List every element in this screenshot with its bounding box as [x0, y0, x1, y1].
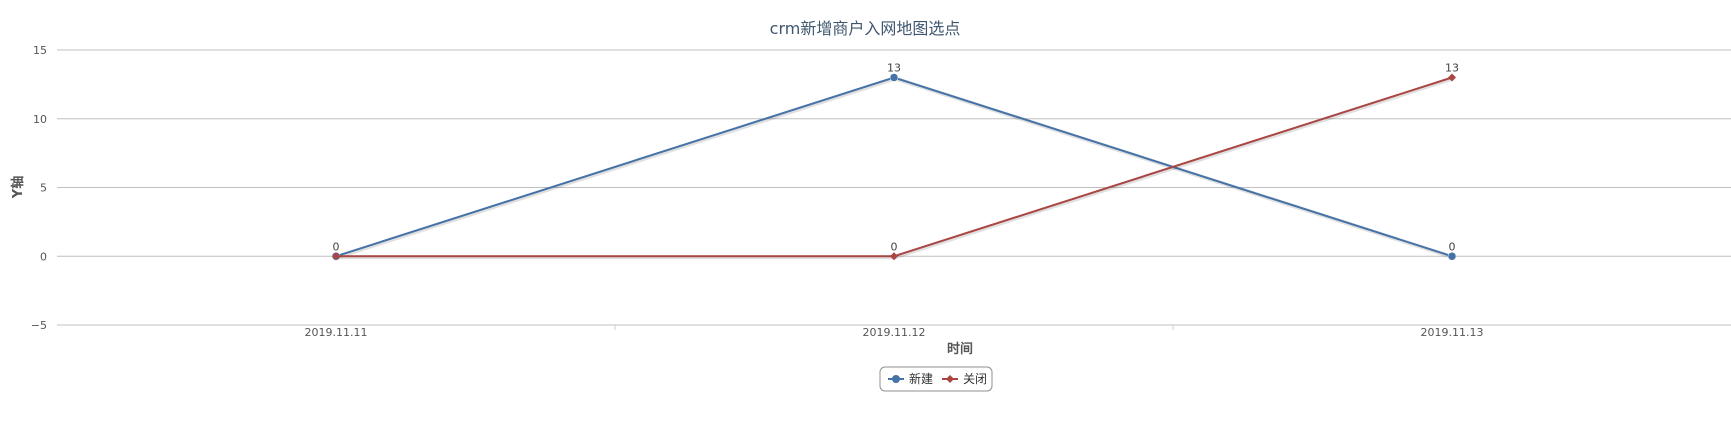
chart-title: crm新增商户入网地图选点 [770, 19, 961, 38]
legend-box [879, 366, 993, 392]
data-point [1447, 252, 1457, 261]
data-label: 0 [891, 240, 898, 253]
series-line-shadow [337, 76, 1454, 260]
data-point [332, 252, 340, 261]
legend-marker [892, 375, 900, 383]
series-line [336, 76, 1453, 258]
x-axis-title: 时间 [947, 341, 973, 357]
y-tick-label: −5 [31, 319, 47, 332]
data-label: 13 [887, 62, 901, 75]
x-tick-label: 2019.11.11 [305, 326, 368, 339]
y-tick-label: 5 [40, 182, 47, 195]
grid-lines [57, 49, 1731, 326]
data-label: 13 [1445, 62, 1459, 75]
y-tick-label: 15 [33, 44, 47, 57]
series-line-shadow [336, 76, 1454, 260]
series-group: 0 13 0 0 13 [331, 62, 1459, 261]
y-tick-label: 10 [33, 113, 47, 126]
data-point [889, 73, 899, 82]
data-label: 0 [1449, 240, 1456, 253]
x-tick-label: 2019.11.12 [863, 326, 926, 339]
legend-item[interactable]: 关闭 [942, 372, 987, 386]
legend-marker [946, 375, 954, 383]
data-point [1448, 73, 1456, 82]
legend-label: 关闭 [963, 372, 987, 386]
data-point [890, 252, 898, 261]
legend[interactable]: 新建 关闭 [879, 366, 993, 392]
legend-item[interactable]: 新建 [888, 371, 933, 386]
y-tick-label: 0 [40, 250, 47, 263]
data-label: 0 [333, 240, 340, 253]
y-axis-title: Y轴 [10, 176, 26, 199]
series-line [335, 76, 1453, 258]
legend-label: 新建 [909, 371, 933, 386]
x-tick-label: 2019.11.13 [1421, 326, 1484, 339]
x-axis: 2019.11.11 2019.11.12 2019.11.13 [305, 325, 1484, 339]
y-axis: −5 0 5 10 15 [31, 44, 47, 332]
